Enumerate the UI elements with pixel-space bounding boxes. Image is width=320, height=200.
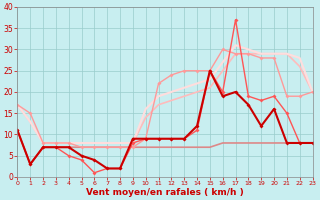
X-axis label: Vent moyen/en rafales ( km/h ): Vent moyen/en rafales ( km/h ) xyxy=(86,188,244,197)
